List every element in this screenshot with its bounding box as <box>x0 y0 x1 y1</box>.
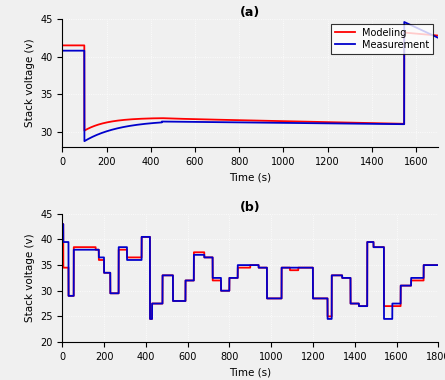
Modeling <box>106 120 111 124</box>
Modeling <box>436 263 441 268</box>
Measurement <box>356 304 362 309</box>
Modeling <box>401 30 407 35</box>
Measurement <box>401 20 407 24</box>
Line: Measurement: Measurement <box>62 22 438 141</box>
Modeling <box>82 128 87 133</box>
Modeling <box>150 317 155 321</box>
Line: Measurement: Measurement <box>62 224 438 319</box>
Modeling <box>134 117 139 121</box>
Line: Modeling: Modeling <box>62 33 438 131</box>
Measurement <box>60 222 65 226</box>
Modeling <box>436 33 441 38</box>
Modeling <box>320 120 325 124</box>
Measurement <box>227 288 232 293</box>
Measurement <box>150 317 155 321</box>
Measurement <box>336 121 341 126</box>
Title: (b): (b) <box>240 201 261 214</box>
Y-axis label: Stack voltage (v): Stack voltage (v) <box>24 234 35 322</box>
Modeling <box>102 120 108 125</box>
Measurement <box>320 121 325 125</box>
Measurement <box>348 301 353 306</box>
Measurement <box>147 317 153 321</box>
Measurement <box>102 130 108 134</box>
Modeling <box>356 304 362 309</box>
X-axis label: Time (s): Time (s) <box>229 173 271 182</box>
Modeling <box>63 43 69 48</box>
Modeling <box>348 301 353 306</box>
Modeling <box>227 288 232 293</box>
Measurement <box>139 258 144 262</box>
Title: (a): (a) <box>240 6 260 19</box>
X-axis label: Time (s): Time (s) <box>229 367 271 377</box>
Measurement <box>106 128 111 133</box>
Measurement <box>436 263 441 268</box>
Modeling <box>150 301 155 306</box>
Line: Modeling: Modeling <box>62 224 438 319</box>
Legend: Modeling, Measurement: Modeling, Measurement <box>331 24 433 54</box>
Measurement <box>63 48 69 53</box>
Modeling <box>60 43 65 48</box>
Measurement <box>134 123 139 127</box>
Measurement <box>60 48 65 53</box>
Measurement <box>436 36 441 40</box>
Y-axis label: Stack voltage (v): Stack voltage (v) <box>24 39 35 127</box>
Modeling <box>336 120 341 125</box>
Modeling <box>147 317 153 321</box>
Measurement <box>82 139 87 143</box>
Measurement <box>150 301 155 306</box>
Modeling <box>139 255 144 260</box>
Modeling <box>60 222 65 226</box>
